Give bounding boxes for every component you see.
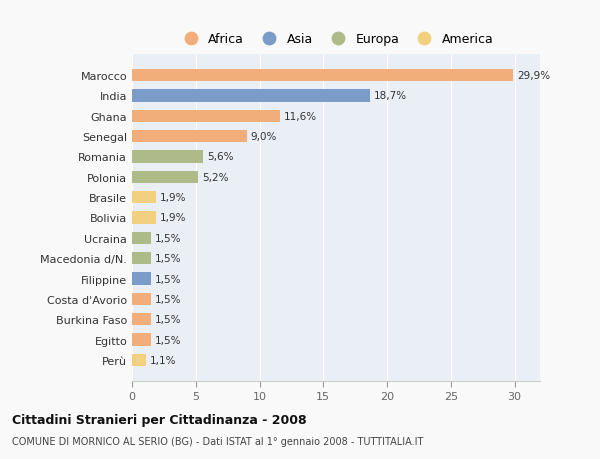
Text: 1,5%: 1,5%: [155, 294, 181, 304]
Text: 1,5%: 1,5%: [155, 314, 181, 325]
Bar: [132, 313, 151, 325]
Legend: Africa, Asia, Europa, America: Africa, Asia, Europa, America: [175, 29, 497, 49]
Text: 1,9%: 1,9%: [160, 193, 187, 203]
Bar: [132, 252, 151, 265]
Text: 18,7%: 18,7%: [374, 91, 407, 101]
Text: 5,2%: 5,2%: [202, 173, 229, 182]
Bar: [132, 293, 151, 305]
Text: 1,9%: 1,9%: [160, 213, 187, 223]
Bar: [132, 334, 151, 346]
Text: 1,1%: 1,1%: [150, 355, 176, 365]
Bar: [132, 90, 370, 102]
Text: Cittadini Stranieri per Cittadinanza - 2008: Cittadini Stranieri per Cittadinanza - 2…: [12, 413, 307, 426]
Text: 9,0%: 9,0%: [251, 132, 277, 142]
Bar: [132, 171, 198, 184]
Bar: [132, 354, 146, 366]
Bar: [132, 192, 156, 204]
Text: 5,6%: 5,6%: [207, 152, 234, 162]
Bar: [132, 131, 247, 143]
Text: 1,5%: 1,5%: [155, 335, 181, 345]
Bar: [132, 111, 280, 123]
Bar: [132, 232, 151, 244]
Text: COMUNE DI MORNICO AL SERIO (BG) - Dati ISTAT al 1° gennaio 2008 - TUTTITALIA.IT: COMUNE DI MORNICO AL SERIO (BG) - Dati I…: [12, 436, 424, 446]
Text: 29,9%: 29,9%: [517, 71, 550, 81]
Text: 1,5%: 1,5%: [155, 233, 181, 243]
Bar: [132, 273, 151, 285]
Bar: [132, 212, 156, 224]
Bar: [132, 70, 513, 82]
Text: 1,5%: 1,5%: [155, 274, 181, 284]
Text: 11,6%: 11,6%: [284, 112, 317, 122]
Bar: [132, 151, 203, 163]
Text: 1,5%: 1,5%: [155, 254, 181, 263]
